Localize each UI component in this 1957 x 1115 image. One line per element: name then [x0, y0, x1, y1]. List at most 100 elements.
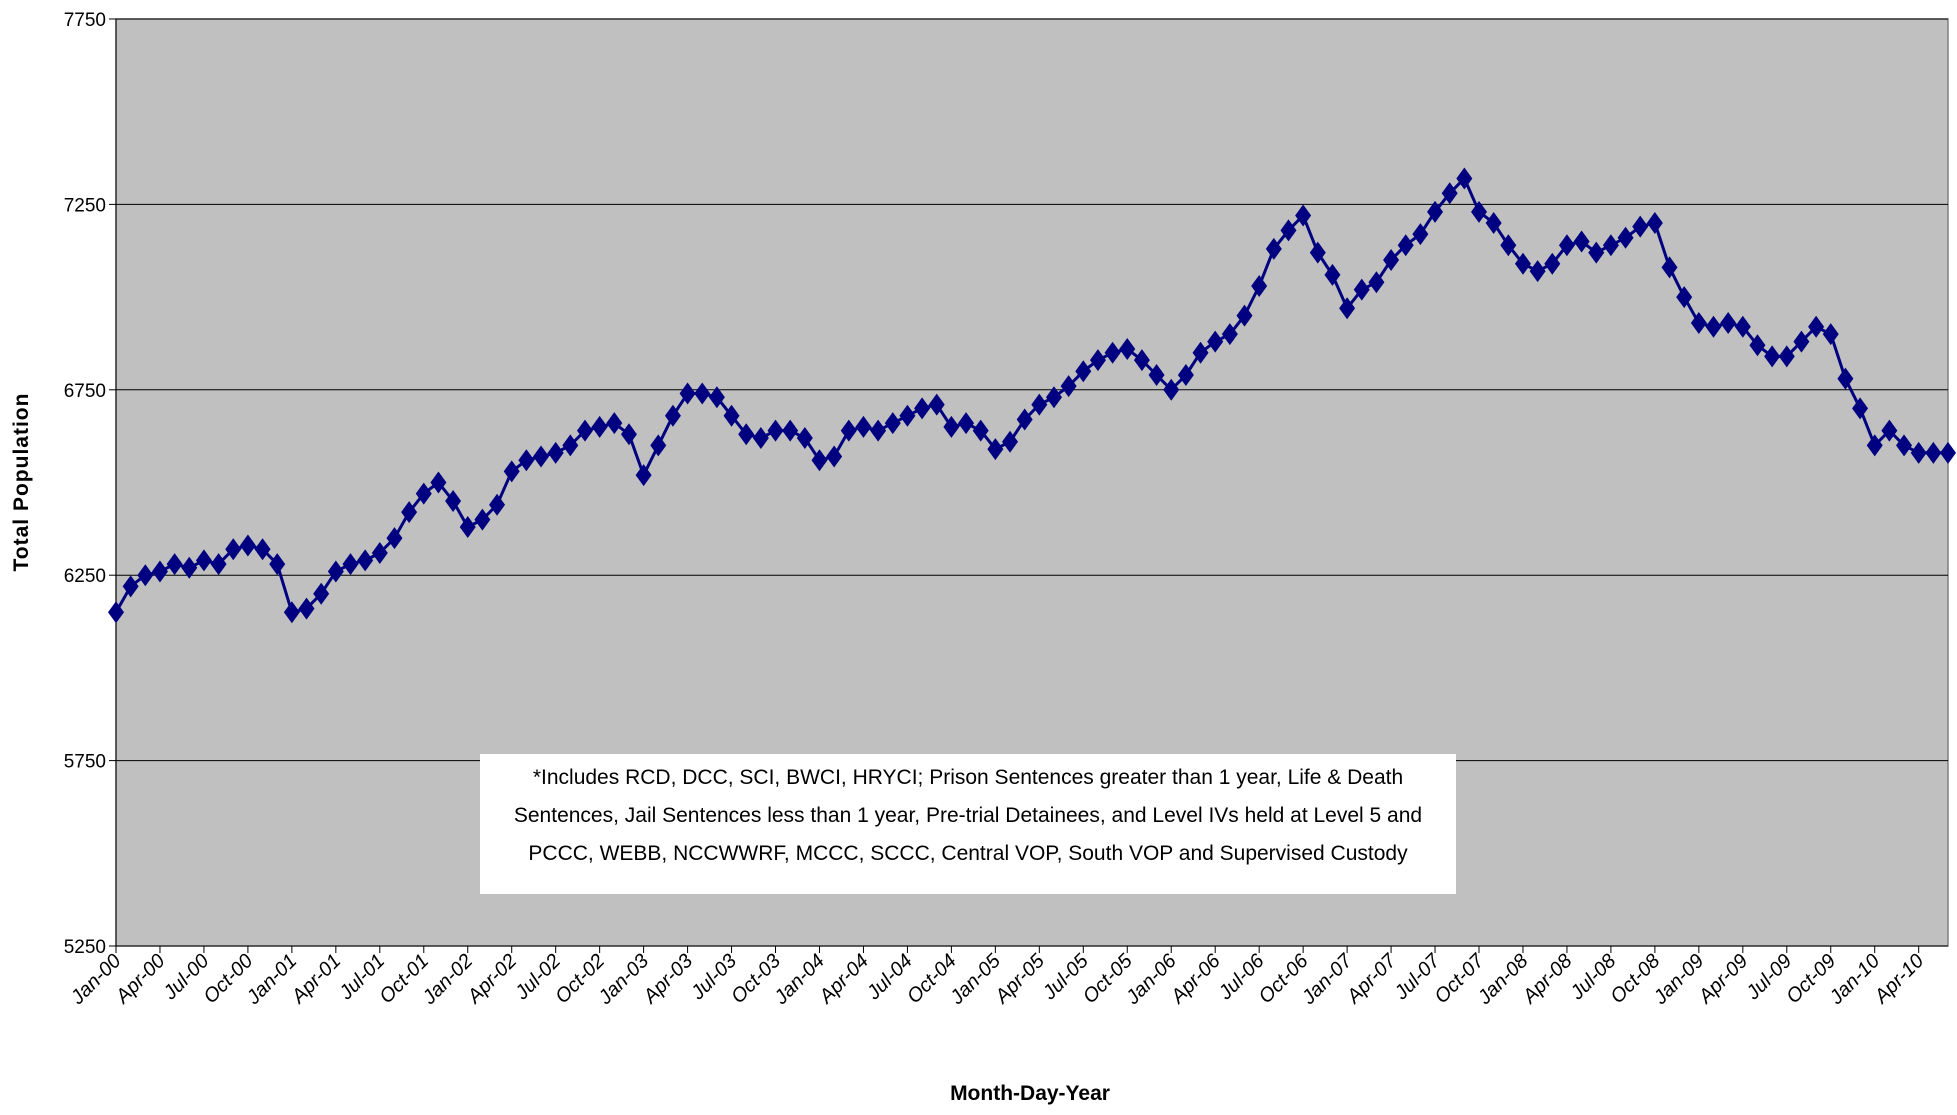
x-tick-label: Apr-09 [1694, 950, 1752, 1008]
x-tick-label: Jan-04 [770, 950, 830, 1010]
data-point [1265, 237, 1282, 260]
x-tick-label: Jan-01 [242, 950, 302, 1010]
data-point [606, 412, 623, 435]
data-point [899, 404, 916, 427]
data-point [137, 564, 154, 587]
x-tick-label: Jan-07 [1297, 949, 1357, 1009]
data-point [122, 575, 139, 598]
data-point [1089, 349, 1106, 372]
x-tick-label: Jan-10 [1825, 950, 1885, 1010]
data-point [445, 490, 462, 513]
data-point [1749, 334, 1766, 357]
data-point [1412, 223, 1429, 246]
data-point [767, 419, 784, 442]
x-tick-label: Jan-00 [66, 950, 126, 1010]
data-point [1295, 204, 1312, 227]
data-point [1192, 341, 1209, 364]
y-tick-label: 7750 [64, 10, 106, 31]
data-point [357, 549, 374, 572]
data-point [1646, 211, 1663, 234]
data-point [489, 493, 506, 516]
data-point [1866, 434, 1883, 457]
data-point [313, 582, 330, 605]
data-point [430, 471, 447, 494]
data-point [269, 553, 286, 576]
data-point [283, 601, 300, 624]
data-point [1456, 167, 1473, 190]
data-point [254, 538, 271, 561]
note-text: PCCC, WEBB, NCCWWRF, MCCC, SCCC, Central… [528, 842, 1408, 865]
data-point [1514, 252, 1531, 275]
data-point [987, 438, 1004, 461]
data-point [1002, 430, 1019, 453]
data-point [1163, 378, 1180, 401]
data-point [108, 601, 124, 624]
x-tick-label: Apr-03 [639, 950, 697, 1008]
data-point [1471, 200, 1488, 223]
data-point [1529, 260, 1546, 283]
data-point [796, 427, 813, 450]
data-point [1383, 249, 1400, 272]
data-point [1705, 315, 1722, 338]
data-point [635, 464, 652, 487]
data-point [342, 553, 359, 576]
y-tick-label: 6250 [64, 566, 106, 587]
y-tick-label: 6750 [64, 381, 106, 402]
data-point [650, 434, 667, 457]
x-tick-label: Apr-06 [1166, 949, 1225, 1008]
data-point [1573, 230, 1590, 253]
data-point [401, 501, 418, 524]
data-point [1602, 234, 1619, 257]
x-tick-label: Apr-04 [815, 950, 873, 1008]
data-point [371, 541, 388, 564]
x-tick-label: Apr-01 [287, 950, 345, 1008]
data-point [1910, 441, 1927, 464]
data-point [1427, 200, 1444, 223]
data-point [1852, 397, 1869, 420]
data-point [1588, 241, 1605, 264]
data-point [1881, 419, 1898, 442]
data-point [870, 419, 887, 442]
data-point [1031, 393, 1048, 416]
data-point [664, 404, 681, 427]
data-point [1280, 219, 1297, 242]
data-point [943, 415, 960, 438]
data-point [620, 423, 637, 446]
data-point [1544, 252, 1561, 275]
x-tick-label: Jan-06 [1121, 949, 1181, 1009]
data-point [576, 419, 593, 442]
data-point [1661, 256, 1678, 279]
data-point [1925, 441, 1942, 464]
data-point [181, 556, 198, 579]
data-point [826, 445, 843, 468]
data-point [298, 597, 315, 620]
data-point [1104, 341, 1121, 364]
data-point [195, 549, 212, 572]
x-tick-label: Apr-08 [1518, 950, 1576, 1008]
data-point [474, 508, 491, 531]
data-point [1368, 271, 1385, 294]
data-point [1045, 386, 1062, 409]
data-point [1778, 345, 1795, 368]
data-point [533, 445, 550, 468]
x-tick-label: Apr-02 [463, 950, 521, 1008]
data-point [694, 382, 711, 405]
data-point [1720, 312, 1737, 335]
data-point [591, 415, 608, 438]
data-point [752, 427, 769, 450]
data-point [1309, 241, 1326, 264]
data-point [1734, 315, 1751, 338]
data-point [723, 404, 740, 427]
data-point [1324, 263, 1341, 286]
data-point [855, 415, 872, 438]
data-point [972, 419, 989, 442]
data-point [1500, 234, 1517, 257]
data-point [1177, 363, 1194, 386]
data-point [1690, 312, 1707, 335]
data-point [1397, 234, 1414, 257]
note-text: *Includes RCD, DCC, SCI, BWCI, HRYCI; Pr… [533, 766, 1403, 789]
x-tick-label: Jan-09 [1649, 950, 1709, 1010]
data-point [1148, 363, 1165, 386]
data-point [738, 423, 755, 446]
